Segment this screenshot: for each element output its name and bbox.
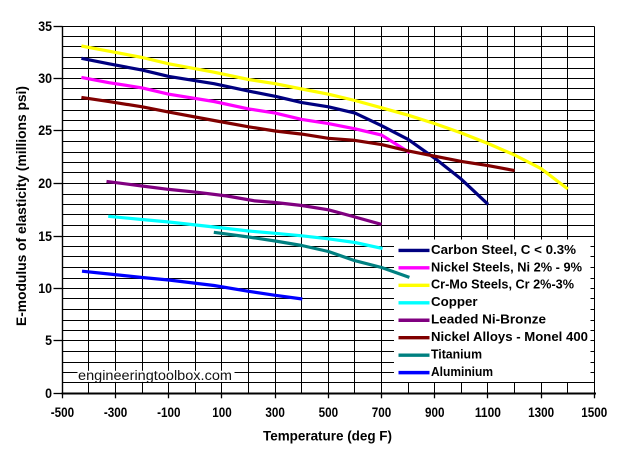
svg-text:700: 700 xyxy=(372,404,392,420)
svg-text:1300: 1300 xyxy=(528,404,554,420)
svg-text:30: 30 xyxy=(38,70,52,86)
svg-text:-100: -100 xyxy=(157,404,181,420)
svg-text:5: 5 xyxy=(45,332,52,348)
svg-text:1500: 1500 xyxy=(581,404,607,420)
svg-text:Nickel Steels, Ni 2% - 9%: Nickel Steels, Ni 2% - 9% xyxy=(431,260,582,274)
svg-text:Carbon Steel, C < 0.3%: Carbon Steel, C < 0.3% xyxy=(431,243,576,257)
svg-text:900: 900 xyxy=(425,404,445,420)
svg-text:15: 15 xyxy=(38,228,52,244)
svg-text:100: 100 xyxy=(212,404,232,420)
svg-text:300: 300 xyxy=(265,404,285,420)
svg-text:20: 20 xyxy=(38,175,52,191)
svg-text:Leaded Ni-Bronze: Leaded Ni-Bronze xyxy=(431,313,546,327)
svg-text:E-modulus of elasticity (milli: E-modulus of elasticity (millions psi) xyxy=(13,86,29,326)
svg-text:Titanium: Titanium xyxy=(431,348,482,362)
svg-text:Nickel Alloys - Monel 400: Nickel Alloys - Monel 400 xyxy=(431,330,588,344)
svg-text:35: 35 xyxy=(38,18,52,34)
svg-text:10: 10 xyxy=(38,280,52,296)
svg-text:25: 25 xyxy=(38,122,52,138)
svg-text:Copper: Copper xyxy=(431,295,478,309)
svg-text:-300: -300 xyxy=(104,404,128,420)
svg-text:Temperature (deg F): Temperature (deg F) xyxy=(263,427,392,443)
svg-text:Cr-Mo Steels, Cr 2%-3%: Cr-Mo Steels, Cr 2%-3% xyxy=(431,278,574,292)
svg-text:0: 0 xyxy=(45,385,52,401)
svg-text:500: 500 xyxy=(319,404,339,420)
svg-text:1100: 1100 xyxy=(475,404,501,420)
svg-text:Aluminium: Aluminium xyxy=(431,365,493,379)
svg-text:-500: -500 xyxy=(51,404,75,420)
svg-text:engineeringtoolbox.com: engineeringtoolbox.com xyxy=(78,368,232,383)
